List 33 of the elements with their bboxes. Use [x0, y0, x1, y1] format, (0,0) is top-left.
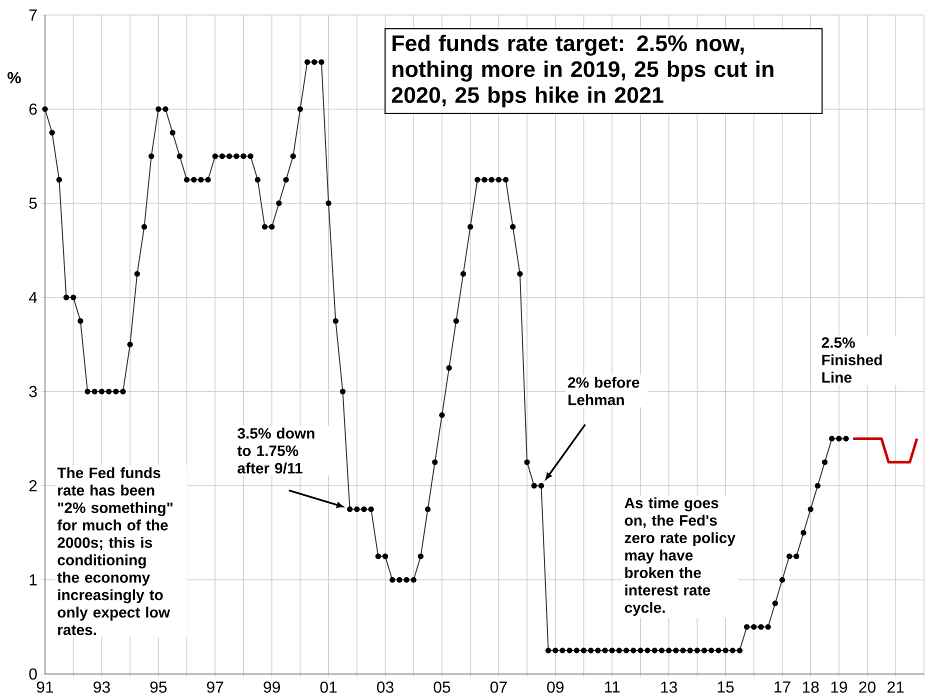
- y-tick-label: 2: [29, 480, 37, 492]
- x-tick-label: 93: [94, 682, 110, 693]
- text: The Fed funds rate has been "2% something" for much of the 2000s; this is conditioning the economy increasingly to only expect low rates.: [57, 467, 172, 636]
- x-tick-label: 97: [207, 682, 224, 693]
- x-tick-label: 09: [547, 682, 564, 693]
- x-tick-label: 13: [661, 682, 677, 693]
- text: Fed funds rate target: 2.5% now, nothing more in 2019, 25 bps cut in 2020, 25 bps hike in 2021: [392, 34, 774, 108]
- annotation: 2.5% Finished Line: [822, 337, 882, 383]
- y-tick-label: 4: [28, 292, 38, 303]
- x-tick-label: 15: [718, 682, 734, 693]
- x-tick-label: 03: [377, 682, 394, 693]
- y-tick-label: 0: [29, 668, 37, 680]
- x-tick-label: 07: [490, 682, 507, 693]
- y-tick-label: 7: [29, 10, 37, 20]
- x-tick-label: 20: [859, 682, 876, 693]
- x-tick-label: 91: [36, 682, 54, 693]
- y-tick-label: 1: [30, 574, 37, 586]
- y-tick-label: 6: [29, 104, 37, 115]
- x-tick-label: 17: [774, 682, 790, 692]
- annotation: 3.5% down to 1.75% after 9/11: [237, 428, 314, 474]
- x-tick-label: 21: [888, 682, 904, 693]
- x-tick-label: 11: [605, 682, 620, 692]
- x-tick-label: 18: [802, 682, 819, 693]
- annotation: As time goes on, the Fed's zero rate policy may have broken the interest rate cycle.: [624, 497, 736, 616]
- x-tick-label: 99: [264, 682, 280, 693]
- x-tick-label: 05: [434, 682, 450, 693]
- x-tick-label: 95: [150, 682, 167, 693]
- x-tick-label: 19: [831, 682, 848, 693]
- annotation: 2% before Lehman: [568, 376, 640, 406]
- y-tick-label: 3: [29, 386, 37, 398]
- x-tick-label: 01: [320, 682, 337, 693]
- y-axis-title: %: [8, 72, 21, 84]
- y-tick-label: 5: [29, 198, 37, 209]
